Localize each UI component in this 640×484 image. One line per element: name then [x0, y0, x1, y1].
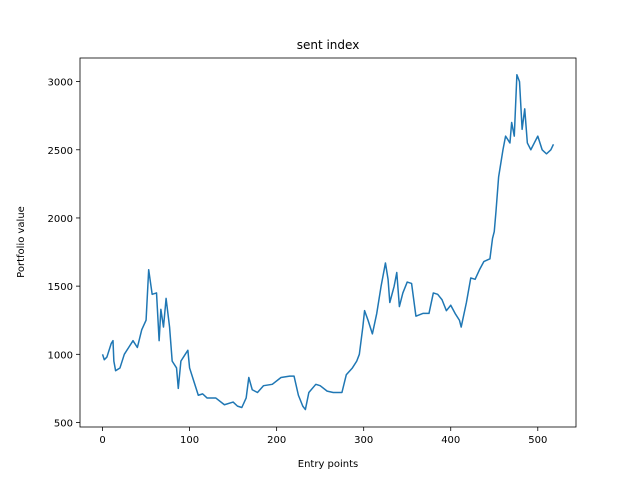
y-tick-label: 1000 [48, 350, 73, 361]
x-tick-label: 300 [354, 435, 373, 446]
y-tick-label: 2500 [48, 146, 73, 157]
y-tick-label: 1500 [48, 282, 73, 293]
x-axis-label: Entry points [298, 459, 359, 470]
x-tick-label: 400 [441, 435, 460, 446]
y-tick-label: 2000 [48, 214, 73, 225]
plot-frame [79, 57, 577, 428]
y-axis-label: Portfolio value [16, 206, 27, 278]
x-tick-label: 500 [528, 435, 547, 446]
chart-title: sent index [297, 38, 360, 52]
y-tick-label: 500 [54, 419, 73, 430]
x-tick-label: 100 [180, 435, 199, 446]
x-tick-label: 0 [99, 435, 105, 446]
y-tick-label: 3000 [48, 78, 73, 89]
data-line [101, 74, 555, 411]
x-tick-label: 200 [267, 435, 286, 446]
